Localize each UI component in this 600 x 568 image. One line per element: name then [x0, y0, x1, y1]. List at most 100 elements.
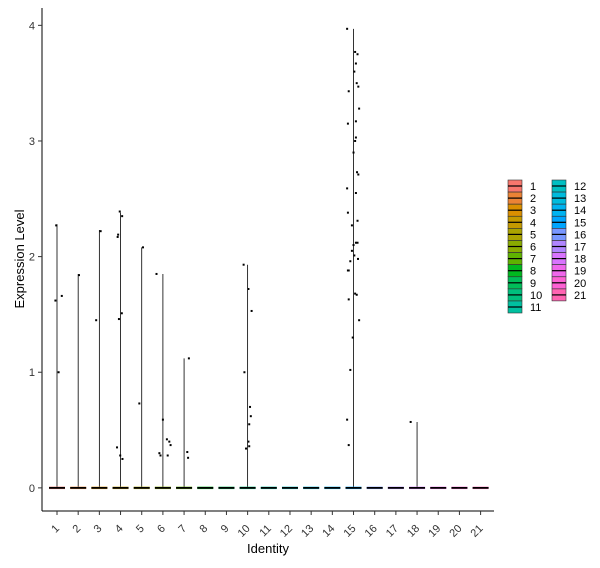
data-point [247, 287, 250, 290]
x-tick-label: 6 [155, 523, 168, 536]
legend-item-13: 13 [551, 191, 586, 205]
data-point [249, 405, 252, 408]
data-point [165, 438, 168, 441]
violin-group-9 [218, 486, 235, 490]
data-point [353, 254, 356, 257]
data-point [354, 292, 357, 295]
data-point [250, 309, 253, 312]
data-point [247, 440, 250, 443]
legend-label: 20 [574, 278, 586, 290]
legend-item-19: 19 [551, 264, 586, 278]
x-tick-label: 18 [405, 523, 422, 540]
y-tick-label: 2 [29, 252, 35, 264]
data-point [354, 120, 357, 123]
legend-label: 9 [530, 278, 536, 290]
data-point [121, 457, 124, 460]
data-point [350, 249, 353, 252]
violin-group-5 [133, 247, 150, 490]
legend-item-4: 4 [507, 216, 536, 229]
data-point [347, 298, 350, 301]
legend-label: 1 [530, 181, 536, 193]
x-tick-label: 2 [70, 523, 83, 536]
data-point [358, 107, 361, 110]
data-point [354, 62, 357, 65]
legend-item-17: 17 [551, 240, 586, 254]
legend-label: 15 [574, 217, 586, 229]
violin-group-4 [112, 212, 129, 490]
legend-item-8: 8 [507, 264, 536, 278]
data-point [356, 241, 359, 244]
legend-item-11: 11 [507, 300, 541, 314]
legend-label: 13 [574, 193, 586, 205]
data-point [346, 418, 349, 421]
legend-label: 18 [574, 254, 586, 266]
violin-group-10 [239, 264, 256, 490]
data-point [355, 293, 358, 296]
legend-label: 7 [530, 254, 536, 266]
legend-item-3: 3 [507, 203, 536, 217]
violin-group-18 [409, 421, 426, 490]
data-point [243, 371, 246, 374]
violin-group-15 [345, 28, 362, 490]
y-tick-label: 1 [29, 367, 35, 379]
data-point [187, 357, 190, 360]
legend-item-20: 20 [551, 276, 586, 290]
legend-label: 12 [574, 181, 586, 193]
data-point [116, 235, 119, 238]
data-point [57, 371, 60, 374]
violin-group-2 [70, 273, 87, 490]
data-point [118, 210, 121, 213]
data-point [168, 440, 171, 443]
legend-label: 6 [530, 242, 536, 254]
data-point [349, 260, 352, 263]
violin-group-3 [91, 230, 108, 490]
data-point [119, 454, 122, 457]
y-axis-ticks: 0 1 2 3 4 [29, 20, 42, 495]
legend-label: 8 [530, 266, 536, 278]
data-point [347, 444, 350, 447]
x-tick-label: 5 [134, 523, 147, 536]
data-point [347, 269, 350, 272]
data-point [138, 402, 141, 405]
data-point [121, 215, 124, 218]
legend-item-10: 10 [507, 288, 542, 302]
x-tick-label: 14 [320, 523, 337, 540]
data-point [346, 187, 349, 190]
x-tick-label: 4 [113, 523, 126, 536]
violin-group-6 [154, 273, 171, 490]
violin-group-20 [451, 486, 468, 490]
data-point [346, 211, 349, 214]
data-point [352, 151, 355, 154]
data-point [351, 336, 354, 339]
violin-group-14 [324, 486, 341, 490]
x-tick-label: 9 [219, 523, 232, 536]
legend-item-7: 7 [507, 252, 536, 266]
violin-group-13 [303, 486, 320, 490]
x-tick-label: 7 [176, 523, 189, 536]
data-point [346, 27, 349, 30]
data-point [409, 420, 412, 423]
data-point [54, 299, 57, 302]
data-point [349, 368, 352, 371]
violin-group-19 [430, 486, 447, 490]
legend-item-15: 15 [551, 216, 586, 229]
violins [49, 28, 489, 490]
data-point [169, 444, 172, 447]
data-point [158, 452, 161, 455]
legend-label: 16 [574, 229, 586, 241]
x-tick-label: 11 [257, 523, 274, 540]
data-point [357, 257, 359, 260]
data-point [120, 312, 123, 315]
legend-item-6: 6 [507, 240, 536, 254]
legend-item-16: 16 [551, 228, 586, 241]
x-tick-label: 16 [363, 523, 380, 540]
x-tick-label: 10 [236, 523, 253, 540]
data-point [159, 454, 162, 457]
legend-label: 5 [530, 229, 536, 241]
legend-label: 2 [530, 193, 536, 205]
legend-label: 21 [574, 290, 586, 302]
data-point [187, 456, 190, 459]
